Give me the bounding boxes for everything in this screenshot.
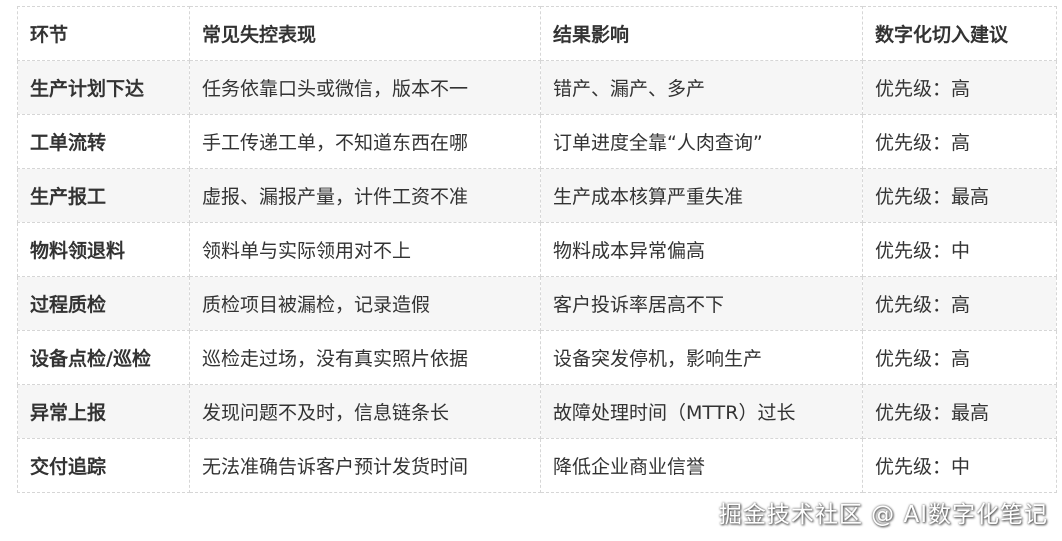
cell-symptom: 无法准确告诉客户预计发货时间: [189, 438, 541, 493]
table-row: 生产报工 虚报、漏报产量，计件工资不准 生产成本核算严重失准 优先级：最高: [17, 168, 1057, 223]
table-row: 物料领退料 领料单与实际领用对不上 物料成本异常偏高 优先级：中: [17, 222, 1057, 277]
cell-suggestion: 优先级：高: [862, 330, 1057, 385]
cell-impact: 客户投诉率居高不下: [540, 276, 863, 331]
cell-suggestion: 优先级：最高: [862, 384, 1057, 439]
cell-symptom: 领料单与实际领用对不上: [189, 222, 541, 277]
cell-impact: 降低企业商业信誉: [540, 438, 863, 493]
cell-impact: 物料成本异常偏高: [540, 222, 863, 277]
cell-symptom: 手工传递工单，不知道东西在哪: [189, 114, 541, 169]
cell-stage: 生产计划下达: [17, 60, 190, 115]
watermark: 掘金技术社区 @ AI数字化笔记: [718, 502, 1048, 528]
table-header-row: 环节 常见失控表现 结果影响 数字化切入建议: [17, 6, 1057, 61]
header-impact: 结果影响: [540, 6, 863, 61]
cell-suggestion: 优先级：高: [862, 276, 1057, 331]
cell-stage: 交付追踪: [17, 438, 190, 493]
cell-stage: 物料领退料: [17, 222, 190, 277]
cell-symptom: 发现问题不及时，信息链条长: [189, 384, 541, 439]
cell-stage: 设备点检/巡检: [17, 330, 190, 385]
cell-suggestion: 优先级：中: [862, 438, 1057, 493]
cell-symptom: 任务依靠口头或微信，版本不一: [189, 60, 541, 115]
header-symptom: 常见失控表现: [189, 6, 541, 61]
table-row: 过程质检 质检项目被漏检，记录造假 客户投诉率居高不下 优先级：高: [17, 276, 1057, 331]
header-suggestion: 数字化切入建议: [862, 6, 1057, 61]
control-table: 环节 常见失控表现 结果影响 数字化切入建议 生产计划下达 任务依靠口头或微信，版…: [17, 6, 1057, 493]
cell-impact: 错产、漏产、多产: [540, 60, 863, 115]
table-row: 工单流转 手工传递工单，不知道东西在哪 订单进度全靠“人肉查询” 优先级：高: [17, 114, 1057, 169]
cell-suggestion: 优先级：高: [862, 60, 1057, 115]
cell-symptom: 巡检走过场，没有真实照片依据: [189, 330, 541, 385]
cell-stage: 工单流转: [17, 114, 190, 169]
table-row: 交付追踪 无法准确告诉客户预计发货时间 降低企业商业信誉 优先级：中: [17, 438, 1057, 493]
table-row: 异常上报 发现问题不及时，信息链条长 故障处理时间（MTTR）过长 优先级：最高: [17, 384, 1057, 439]
cell-suggestion: 优先级：最高: [862, 168, 1057, 223]
cell-suggestion: 优先级：高: [862, 114, 1057, 169]
cell-stage: 过程质检: [17, 276, 190, 331]
header-stage: 环节: [17, 6, 190, 61]
cell-stage: 异常上报: [17, 384, 190, 439]
cell-impact: 生产成本核算严重失准: [540, 168, 863, 223]
cell-symptom: 质检项目被漏检，记录造假: [189, 276, 541, 331]
cell-impact: 订单进度全靠“人肉查询”: [540, 114, 863, 169]
cell-stage: 生产报工: [17, 168, 190, 223]
cell-symptom: 虚报、漏报产量，计件工资不准: [189, 168, 541, 223]
cell-impact: 故障处理时间（MTTR）过长: [540, 384, 863, 439]
table-row: 设备点检/巡检 巡检走过场，没有真实照片依据 设备突发停机，影响生产 优先级：高: [17, 330, 1057, 385]
cell-suggestion: 优先级：中: [862, 222, 1057, 277]
table-row: 生产计划下达 任务依靠口头或微信，版本不一 错产、漏产、多产 优先级：高: [17, 60, 1057, 115]
cell-impact: 设备突发停机，影响生产: [540, 330, 863, 385]
